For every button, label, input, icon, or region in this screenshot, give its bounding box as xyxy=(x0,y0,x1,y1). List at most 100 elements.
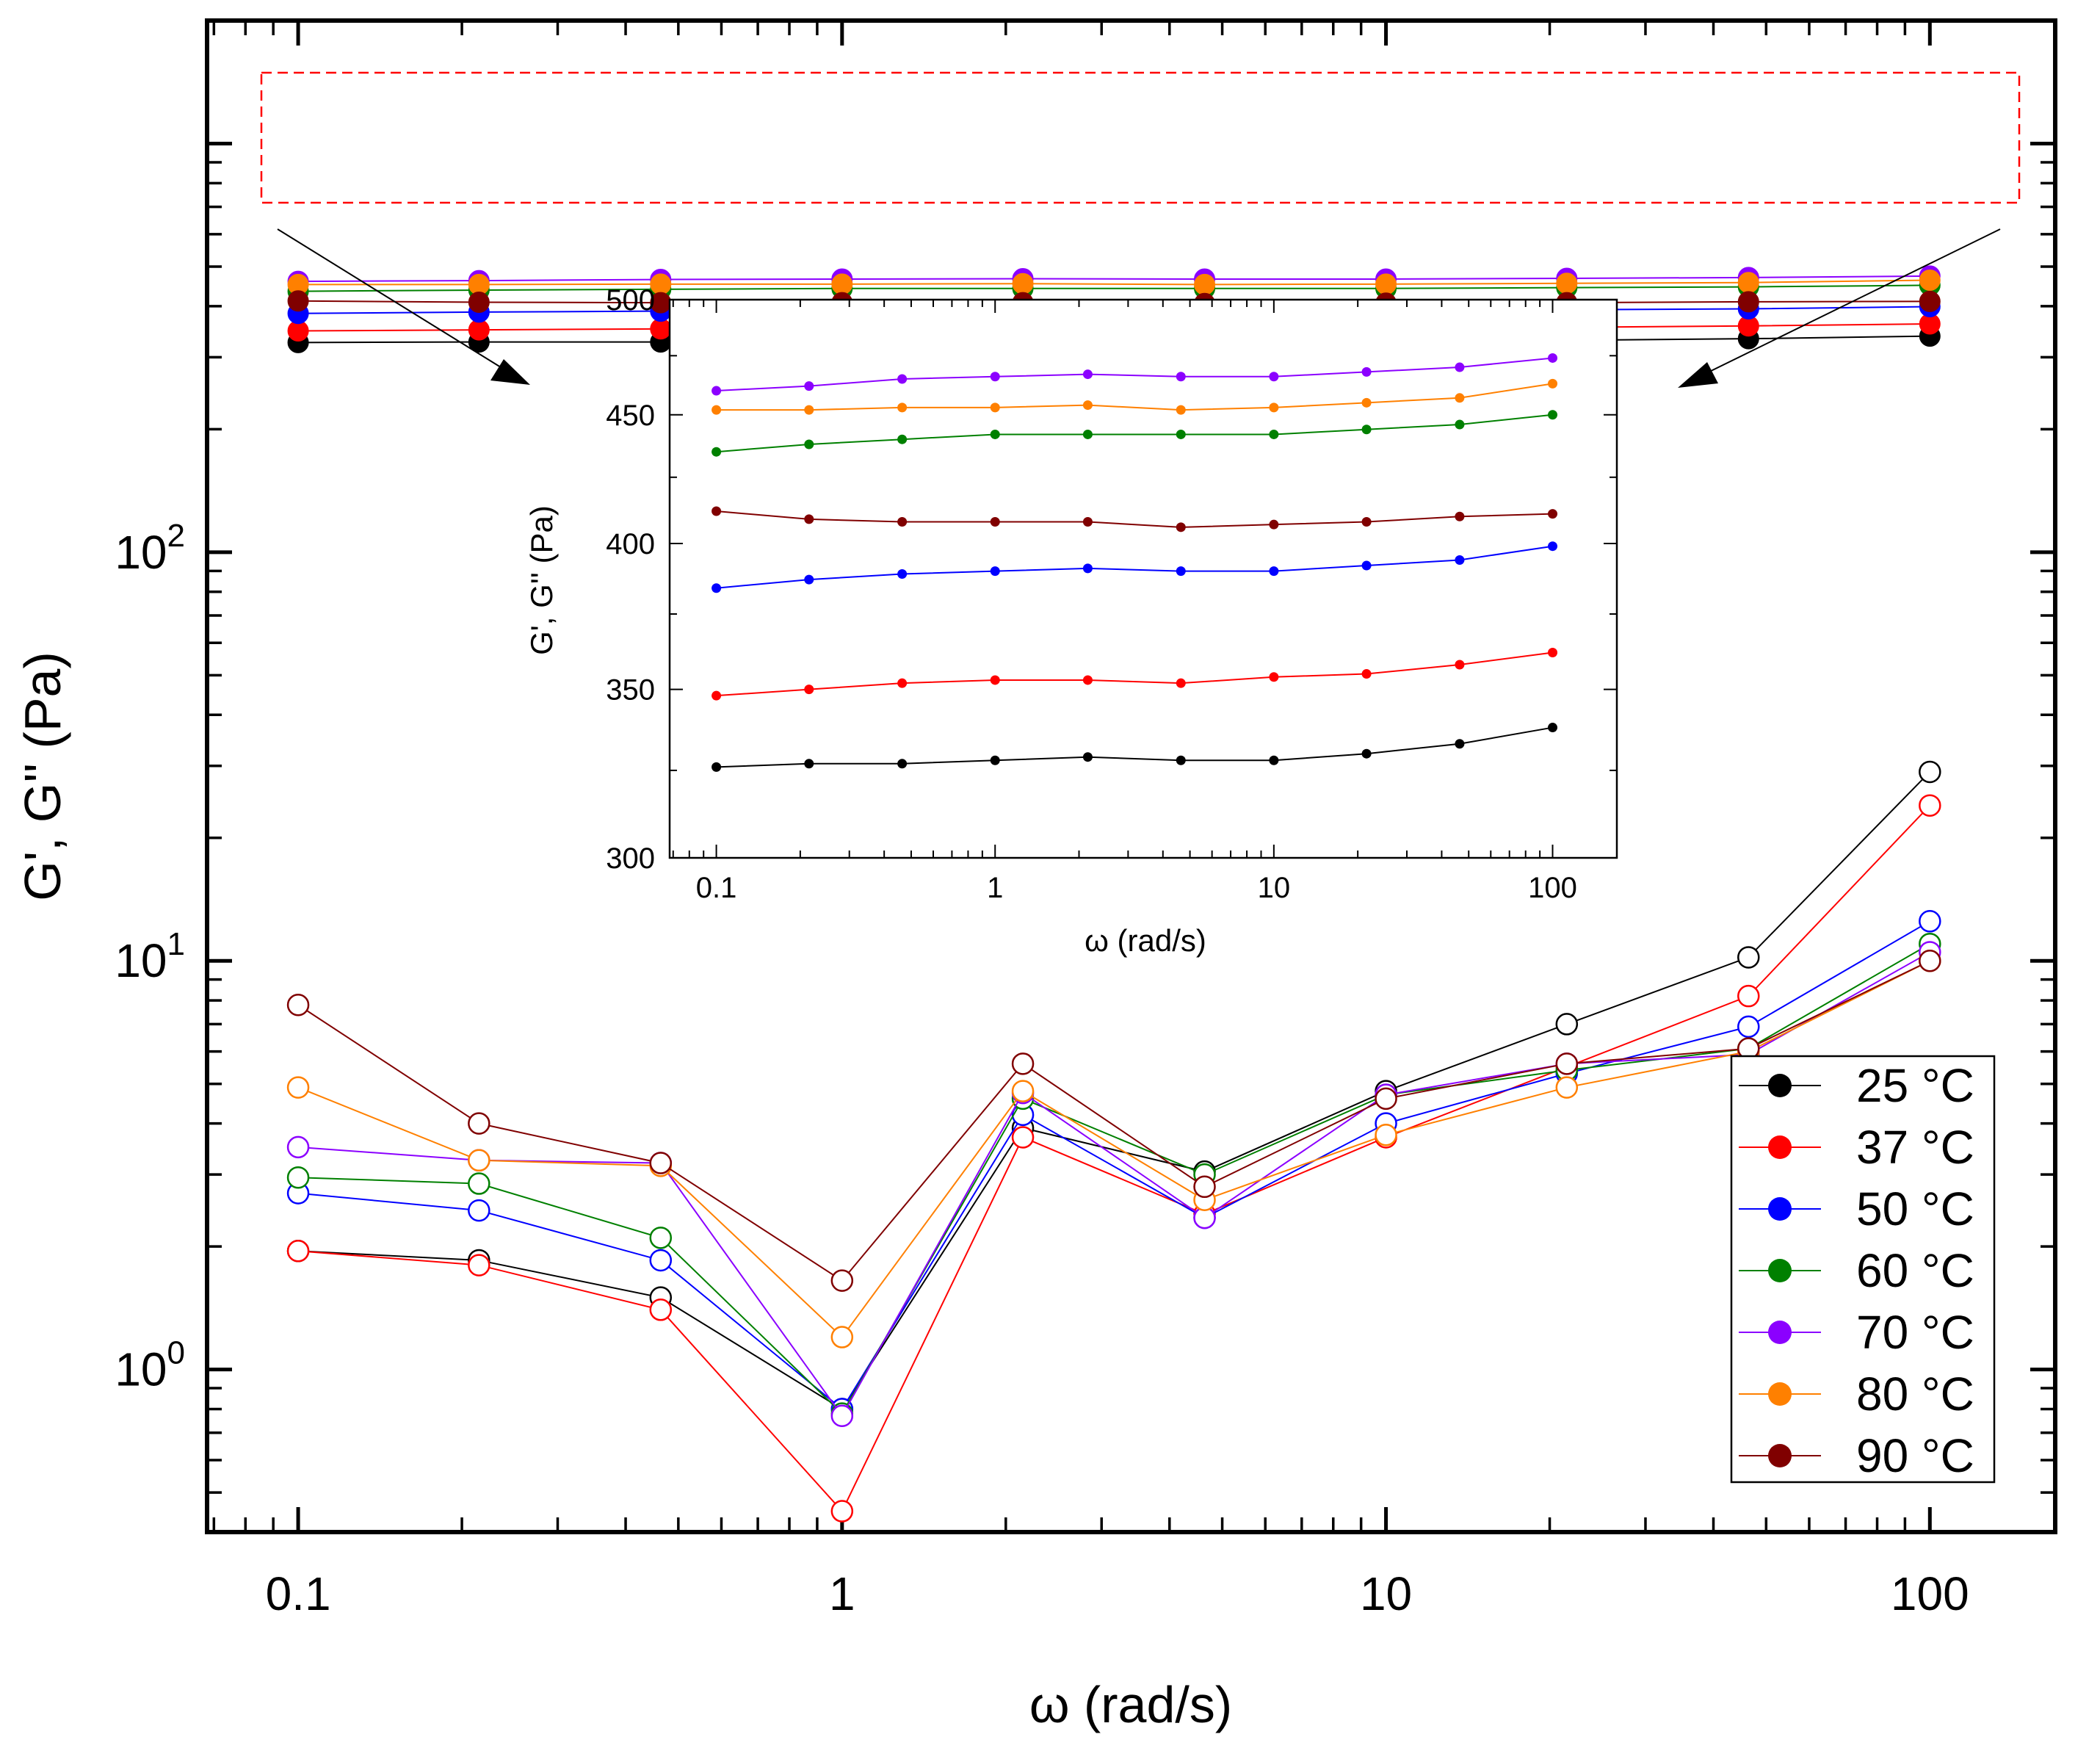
inset-data-point xyxy=(1082,400,1093,411)
inset-data-point xyxy=(712,386,722,396)
loss-data-point xyxy=(830,1269,854,1292)
inset-series-line xyxy=(716,545,1553,589)
inset-data-point xyxy=(1269,755,1279,765)
x-tick-label: 100 xyxy=(1891,1567,1969,1620)
storage-data-point xyxy=(1012,272,1034,295)
storage-data-point xyxy=(1194,273,1216,295)
inset-series-line xyxy=(716,383,1553,411)
loss-data-point xyxy=(1011,1080,1035,1102)
loss-data-point xyxy=(649,1299,673,1321)
legend-label: 70 °C xyxy=(1856,1306,1974,1359)
loss-data-point xyxy=(649,1152,673,1174)
x-tick-label: 0.1 xyxy=(266,1567,331,1620)
inset-data-point xyxy=(897,402,908,413)
inset-data-point xyxy=(990,402,1000,413)
storage-data-point xyxy=(1737,272,1759,294)
inset-data-point xyxy=(897,517,908,527)
inset-data-point xyxy=(804,405,814,415)
legend-marker xyxy=(1768,1382,1792,1406)
arrow-right-shaft xyxy=(1703,228,2001,375)
y-tick-label: 101 xyxy=(115,926,185,987)
loss-series-line xyxy=(297,920,1930,1411)
loss-data-point xyxy=(468,1112,490,1135)
inset-data-point xyxy=(1269,429,1279,439)
inset-data-point xyxy=(1361,560,1372,571)
inset-data-point xyxy=(1082,369,1093,380)
inset-data-point xyxy=(1361,397,1372,408)
storage-series-line xyxy=(298,275,1930,283)
x-tick-label: 10 xyxy=(1360,1567,1412,1620)
inset-x-tick-label: 0.1 xyxy=(696,872,737,904)
storage-data-point xyxy=(1556,272,1578,295)
inset-data-point xyxy=(1269,402,1279,413)
inset-data-point xyxy=(897,434,908,444)
main-x-axis-label: ω (rad/s) xyxy=(1029,1676,1232,1733)
inset-data-point xyxy=(897,759,908,769)
loss-data-point xyxy=(1555,1076,1579,1099)
legend-label: 50 °C xyxy=(1856,1182,1974,1235)
inset-data-point xyxy=(1082,517,1093,527)
main-y-axis-label: G', G'' (Pa) xyxy=(14,651,71,901)
inset-data-point xyxy=(1269,519,1279,530)
inset-series-line xyxy=(716,726,1553,768)
loss-series-line xyxy=(297,960,1930,1339)
inset-data-point xyxy=(1455,362,1465,372)
loss-data-point xyxy=(468,1199,490,1222)
main-plot-frame xyxy=(205,18,2057,1534)
legend-label: 80 °C xyxy=(1856,1368,1974,1420)
inset-series-line xyxy=(716,651,1553,697)
legend-marker xyxy=(1768,1135,1792,1159)
inset-data-point xyxy=(1269,372,1279,382)
inset-series-line xyxy=(716,414,1553,453)
inset-data-point xyxy=(897,374,908,384)
inset-data-point xyxy=(712,583,722,593)
legend-label: 25 °C xyxy=(1856,1059,1974,1112)
legend-marker xyxy=(1768,1321,1792,1344)
inset-data-point xyxy=(990,566,1000,577)
storage-data-point xyxy=(1375,273,1397,295)
inset-data-point xyxy=(990,675,1000,685)
inset-data-point xyxy=(1082,429,1093,439)
inset-data-point xyxy=(804,381,814,391)
inset-x-tick-label: 10 xyxy=(1258,872,1291,904)
inset-data-point xyxy=(1455,660,1465,670)
loss-series-line xyxy=(297,960,1930,1282)
loss-data-point xyxy=(1375,1087,1397,1111)
inset-data-point xyxy=(1455,511,1465,521)
loss-data-point xyxy=(1919,794,1941,817)
inset-data-point xyxy=(1361,425,1372,435)
inset-data-point xyxy=(1455,555,1465,565)
inset-data-point xyxy=(804,514,814,524)
inset-data-point xyxy=(1176,372,1186,382)
inset-data-point xyxy=(712,506,722,516)
inset-data-point xyxy=(990,755,1000,765)
inset-data-point xyxy=(1548,723,1558,733)
loss-data-point xyxy=(1737,946,1760,969)
inset-x-tick-label: 1 xyxy=(987,872,1003,904)
inset-data-point xyxy=(1548,509,1558,519)
inset-data-point xyxy=(1361,517,1372,527)
inset-data-point xyxy=(1269,672,1279,682)
inset-data-point xyxy=(1361,748,1372,759)
loss-data-point xyxy=(830,1404,854,1428)
loss-data-point xyxy=(1737,1015,1760,1039)
inset-data-point xyxy=(804,574,814,585)
loss-data-point xyxy=(1193,1175,1216,1199)
loss-data-point xyxy=(468,1254,490,1276)
loss-data-point xyxy=(468,1172,490,1195)
inset-data-point xyxy=(1455,739,1465,749)
loss-data-point xyxy=(1919,949,1941,972)
loss-data-point xyxy=(286,1076,310,1099)
inset-data-point xyxy=(1548,378,1558,389)
inset-data-point xyxy=(712,762,722,772)
inset-data-point xyxy=(1361,669,1372,679)
inset-series-group xyxy=(712,353,1558,772)
y-tick-label: 100 xyxy=(115,1335,185,1396)
legend-marker xyxy=(1768,1444,1792,1467)
inset-data-point xyxy=(712,690,722,701)
storage-data-point xyxy=(1737,291,1759,313)
inset-data-point xyxy=(1548,353,1558,363)
inset-data-point xyxy=(1176,429,1186,439)
inset-y-tick-label: 300 xyxy=(606,842,655,875)
inset-y-tick-label: 400 xyxy=(606,528,655,560)
